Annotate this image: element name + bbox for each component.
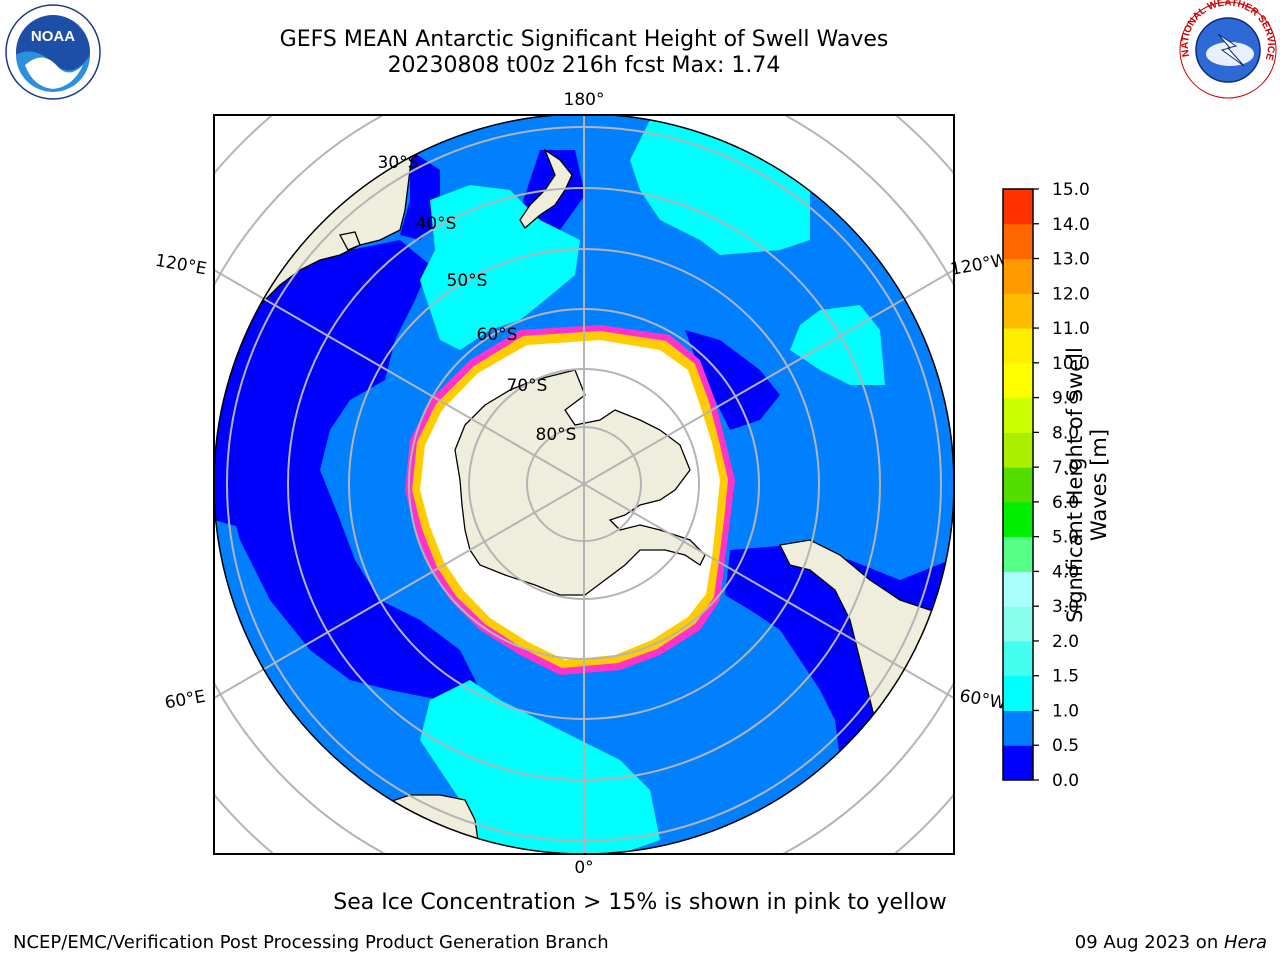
- lat-label-70s: 70°S: [507, 376, 548, 396]
- colorbar-frame: [1002, 188, 1034, 781]
- colorbar-segment: [1003, 362, 1033, 399]
- colorbar-segment: [1003, 293, 1033, 329]
- lat-label-40s: 40°S: [416, 214, 457, 234]
- colorbar-tick-label: 7.0: [1052, 458, 1079, 478]
- colorbar-tick-label: 3.0: [1052, 597, 1079, 617]
- footer-credit: NCEP/EMC/Verification Post Processing Pr…: [13, 932, 609, 953]
- colorbar-segment: [1003, 189, 1033, 225]
- colorbar-segment: [1003, 432, 1033, 468]
- colorbar-segment: [1003, 467, 1033, 503]
- colorbar-tick-label: 12.0: [1052, 284, 1090, 304]
- colorbar-tick-label: 15.0: [1052, 180, 1090, 200]
- low-swell-region-west: [214, 400, 300, 530]
- colorbar-tick-label: 14.0: [1052, 215, 1090, 235]
- moderate-swell-region-south: [420, 680, 660, 854]
- colorbar-segment: [1003, 328, 1033, 364]
- chart-subtitle: 20230808 t00z 216h fcst Max: 1.74: [387, 53, 781, 78]
- colorbar-segment: [1003, 745, 1033, 781]
- colorbar-tick-label: 0.5: [1052, 736, 1079, 756]
- colorbar-segment: [1003, 397, 1033, 433]
- tasmania-landmass: [339, 231, 361, 251]
- colorbar-segment: [1003, 675, 1033, 711]
- colorbar-segment: [1003, 571, 1033, 607]
- lat-label-30s: 30°S: [378, 153, 419, 173]
- noaa-logo-text: NOAA: [31, 28, 75, 45]
- colorbar-tick-label: 13.0: [1052, 250, 1090, 270]
- colorbar-tick-label: 4.0: [1052, 562, 1079, 582]
- colorbar-tick-label: 9.0: [1052, 389, 1079, 409]
- lon-label-0: 0°: [574, 858, 593, 878]
- map-frame: [213, 114, 955, 855]
- lat-label-80s: 80°S: [536, 425, 577, 445]
- colorbar-tick-label: 11.0: [1052, 319, 1090, 339]
- chart-title: GEFS MEAN Antarctic Significant Height o…: [279, 27, 889, 52]
- colorbar-segment: [1003, 710, 1033, 746]
- graticule: [214, 115, 954, 854]
- colorbar-tick-label: 1.5: [1052, 667, 1079, 687]
- colorbar-tick-label: 1.0: [1052, 701, 1079, 721]
- colorbar-tick-label: 6.0: [1052, 493, 1079, 513]
- colorbar-segment: [1003, 640, 1033, 677]
- moderate-swell-region-east: [790, 305, 885, 385]
- sea-ice-note: Sea Ice Concentration > 15% is shown in …: [333, 890, 947, 915]
- colorbar-tick-label: 8.0: [1052, 423, 1079, 443]
- colorbar-segment: [1003, 501, 1033, 538]
- colorbar-segment: [1003, 223, 1033, 260]
- footer-host: Hera: [1223, 932, 1267, 953]
- colorbar-tick-label: 2.0: [1052, 632, 1079, 652]
- colorbar-tick-label: 10.0: [1052, 354, 1090, 374]
- colorbar-segment: [1003, 536, 1033, 572]
- footer-timestamp: 09 Aug 2023 on Hera: [1075, 932, 1267, 953]
- colorbar-segment: [1003, 258, 1033, 294]
- colorbar-label: Significant Height of Swell Waves [m]: [1063, 347, 1111, 623]
- lat-label-50s: 50°S: [447, 271, 488, 291]
- noaa-logo: NOAA: [5, 4, 101, 100]
- new-zealand-landmass: [519, 148, 573, 229]
- lon-label-180: 180°: [564, 90, 605, 110]
- low-swell-region-ross: [685, 330, 780, 430]
- colorbar-segment: [1003, 606, 1033, 642]
- colorbar-tick-label: 0.0: [1052, 771, 1079, 791]
- moderate-swell-region-south-pacific: [420, 185, 580, 350]
- colorbar-tick-label: 5.0: [1052, 528, 1079, 548]
- national-weather-service-logo: NATIONAL WEATHER SERVICE: [1179, 0, 1277, 99]
- footer-date: 09 Aug 2023 on: [1074, 932, 1224, 953]
- lat-label-60s: 60°S: [477, 325, 518, 345]
- low-swell-region-indian: [214, 235, 480, 700]
